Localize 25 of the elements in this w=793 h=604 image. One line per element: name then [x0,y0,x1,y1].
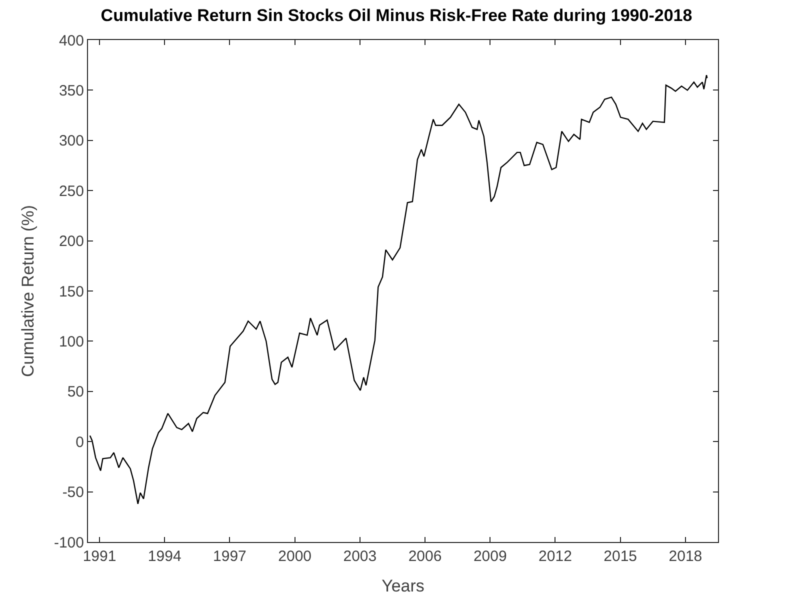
y-tick-label: 350 [58,82,84,100]
y-tick-label: 0 [76,434,84,451]
x-tick-label: 1997 [213,548,246,565]
x-tick-label: 2003 [343,548,377,565]
y-tick-label: 50 [67,384,84,401]
y-tick-label: 250 [58,182,84,200]
x-tick-label: 2018 [668,548,702,565]
y-tick-label: -50 [62,484,84,502]
x-tick-label: 2009 [473,548,507,565]
x-tick-label: 1991 [82,548,116,565]
x-tick-label: 2000 [278,548,312,565]
x-axis-title: Years [382,576,424,596]
y-tick-label: 300 [58,132,84,150]
x-tick-label: 2015 [604,548,638,565]
y-tick-label: 150 [58,283,84,300]
y-tick-label: 200 [58,233,84,250]
y-tick-label: -100 [54,534,84,552]
x-tick-label: 2006 [408,548,442,565]
chart-title: Cumulative Return Sin Stocks Oil Minus Risk-Free Rate during 1990-2018 [100,6,692,25]
x-tick-label: 2012 [538,548,572,565]
y-tick-label: 100 [58,333,84,350]
y-tick-label: 400 [58,32,84,50]
line-series [89,74,708,504]
y-axis-title: Cumulative Return (%) [18,205,38,377]
x-tick-label: 1994 [148,548,182,565]
